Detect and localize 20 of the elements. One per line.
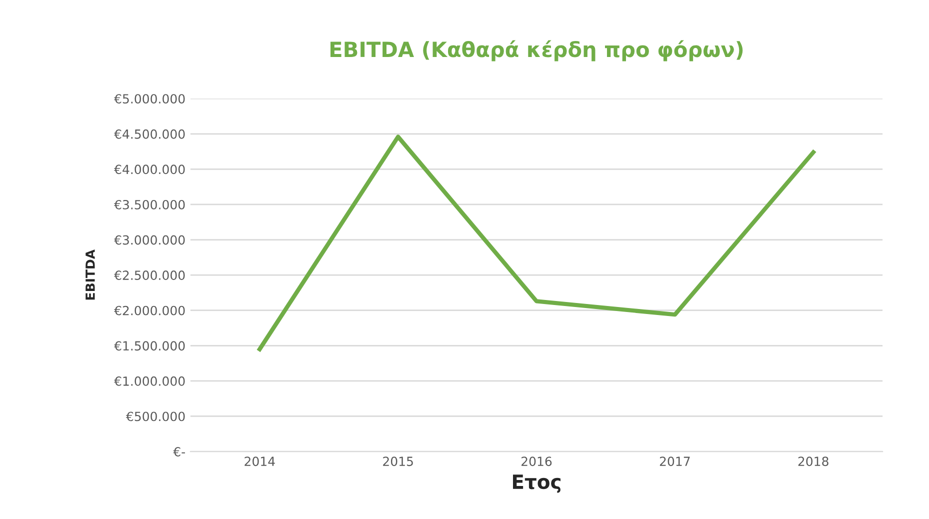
y-tick-label: €500.000: [126, 412, 185, 422]
y-tick-label: €5.000.000: [114, 94, 185, 104]
y-axis-title: EBITDA: [86, 249, 95, 300]
x-tick-label: 2016: [522, 456, 552, 466]
y-tick-label: €-: [173, 447, 185, 456]
x-axis-title: Ετος: [512, 474, 560, 493]
y-tick-label: €4.000.000: [114, 164, 185, 174]
chart-title: EBITDA (Καθαρά κέρδη προ φόρων): [330, 40, 743, 62]
y-tick-label: €2.000.000: [114, 306, 185, 316]
y-tick-label: €4.500.000: [114, 129, 185, 139]
y-tick-label: €2.500.000: [114, 270, 185, 280]
x-tick-label: 2015: [383, 456, 413, 466]
line-series: [258, 134, 816, 352]
y-tick-label: €1.000.000: [114, 376, 185, 386]
x-tick-label: 2017: [660, 456, 690, 466]
x-tick-label: 2014: [244, 456, 275, 466]
y-tick-label: €3.500.000: [114, 200, 185, 210]
x-tick-label: 2018: [798, 456, 828, 466]
y-tick-label: €3.000.000: [114, 235, 185, 245]
y-tick-label: €1.500.000: [114, 341, 185, 351]
